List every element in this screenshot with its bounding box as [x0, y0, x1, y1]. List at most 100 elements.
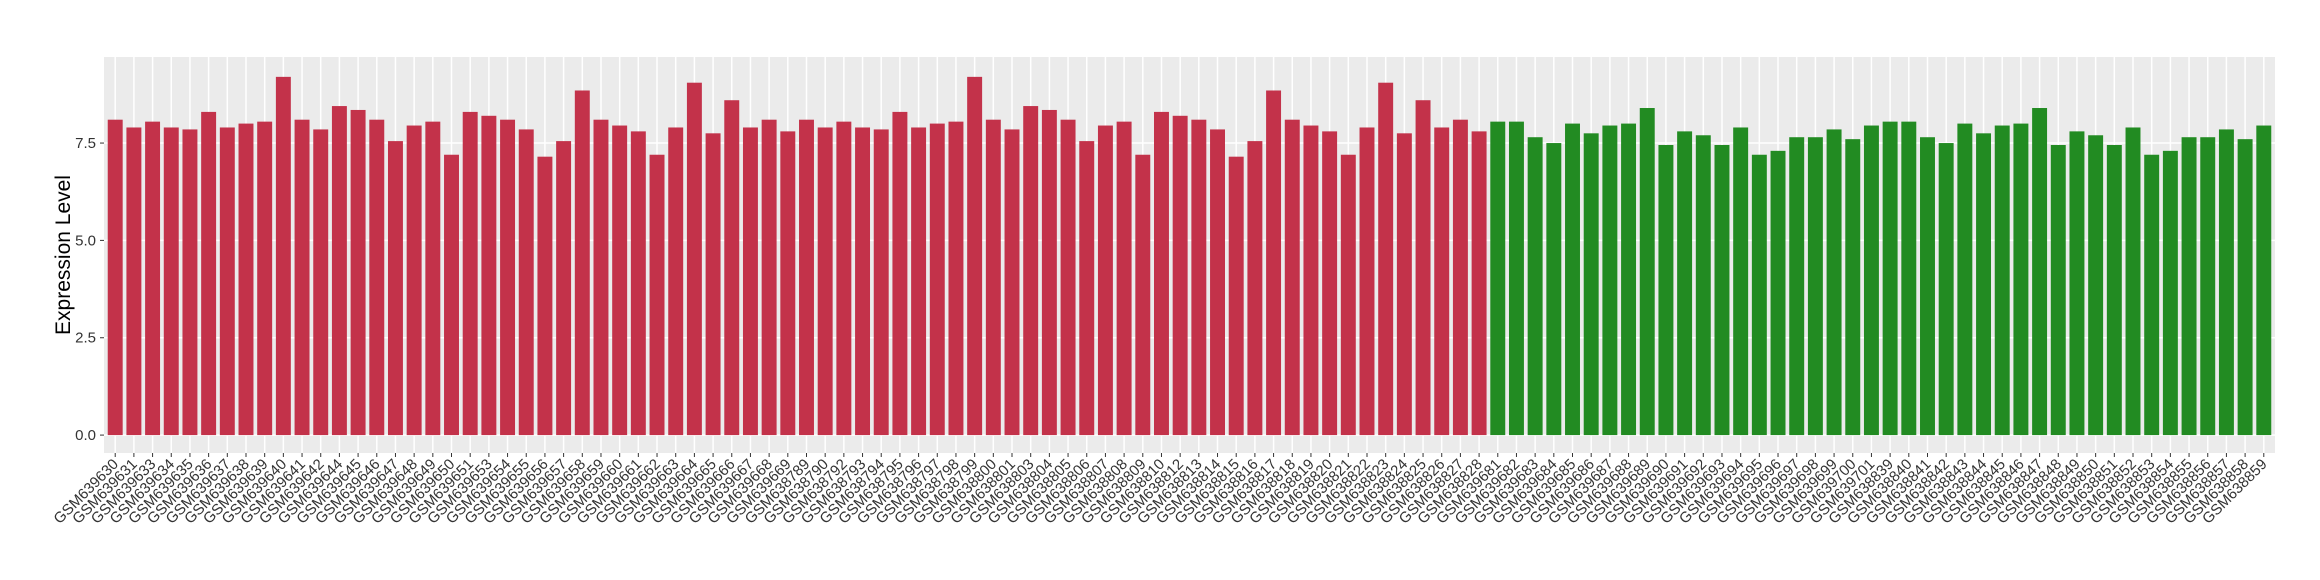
bar: [1154, 111, 1169, 436]
bar: [612, 125, 628, 436]
bar: [1172, 115, 1188, 436]
bar: [1340, 154, 1356, 436]
bar: [1247, 141, 1263, 436]
bar: [2032, 108, 2048, 436]
bar: [1060, 119, 1076, 436]
bar: [1396, 133, 1412, 436]
bar: [1023, 106, 1039, 436]
bar: [1826, 129, 1842, 436]
y-tick-label: 0.0: [75, 427, 96, 444]
bar: [444, 154, 459, 436]
bar: [387, 141, 403, 436]
bar: [724, 100, 740, 436]
bar: [1471, 131, 1487, 436]
bar: [1901, 121, 1917, 436]
bar: [107, 119, 123, 436]
bar: [425, 121, 441, 436]
bar: [1210, 129, 1225, 436]
bar: [1434, 127, 1450, 436]
bar: [1602, 125, 1618, 436]
bar: [201, 111, 217, 436]
bar: [518, 129, 534, 436]
bar: [873, 129, 889, 436]
bar: [1565, 123, 1580, 436]
bar: [1863, 125, 1879, 436]
bar: [817, 127, 833, 436]
bar: [742, 127, 758, 436]
bar: [2106, 145, 2122, 436]
bar: [331, 106, 347, 436]
bar: [911, 127, 927, 436]
bar: [126, 127, 142, 436]
bar: [1266, 90, 1282, 436]
bar: [2256, 125, 2272, 436]
bar: [2181, 137, 2197, 436]
bar: [275, 76, 291, 436]
bar: [556, 141, 572, 436]
bar: [799, 119, 814, 436]
bar: [369, 119, 385, 436]
bar: [1378, 82, 1394, 436]
bar: [1228, 156, 1244, 436]
bar: [1097, 125, 1113, 436]
bar: [1041, 109, 1057, 436]
bar: [574, 90, 590, 436]
bar: [1677, 131, 1693, 436]
bar: [1976, 133, 1992, 436]
bar: [630, 131, 646, 436]
bar: [1359, 127, 1375, 436]
bar: [1938, 143, 1954, 436]
bar: [705, 133, 721, 436]
bar: [1882, 121, 1898, 436]
bar: [1714, 145, 1730, 436]
bar: [1284, 119, 1300, 436]
bar: [2200, 137, 2216, 436]
bar: [182, 129, 198, 436]
bar: [761, 119, 777, 436]
bar: [780, 131, 796, 436]
bar: [2088, 135, 2104, 436]
bar: [1546, 143, 1562, 436]
bar: [145, 121, 161, 436]
y-tick-label: 7.5: [75, 135, 96, 152]
bar: [1527, 137, 1543, 436]
bar: [2218, 129, 2234, 436]
bar: [1322, 131, 1338, 436]
bar: [2013, 123, 2029, 436]
bar: [649, 154, 665, 436]
bar: [2162, 150, 2178, 436]
bar: [257, 121, 273, 436]
bar: [294, 119, 310, 436]
bar: [350, 109, 366, 436]
bar: [686, 82, 702, 436]
bar: [2237, 139, 2253, 436]
bar: [1920, 137, 1935, 436]
bar: [1751, 154, 1767, 436]
bar: [1957, 123, 1973, 436]
bar: [406, 125, 422, 436]
bar: [1621, 123, 1637, 436]
bar: [2144, 154, 2160, 436]
bar: [1303, 125, 1319, 436]
bar: [967, 76, 983, 436]
y-tick-label: 2.5: [75, 330, 96, 347]
bar: [1415, 100, 1431, 436]
y-axis-title: Expression Level: [52, 175, 75, 335]
bar: [1004, 129, 1020, 436]
bar: [929, 123, 945, 436]
bar: [1191, 119, 1207, 436]
bar: [892, 111, 908, 436]
bar: [1658, 145, 1674, 436]
bar: [481, 115, 497, 436]
bar: [668, 127, 684, 436]
bar: [462, 111, 478, 436]
bar: [1116, 121, 1132, 436]
bar: [1639, 108, 1655, 436]
bar: [1079, 141, 1095, 436]
bar: [593, 119, 609, 436]
bar: [1770, 150, 1786, 436]
bar: [1695, 135, 1711, 436]
bar: [537, 156, 553, 436]
bar: [1490, 121, 1506, 436]
